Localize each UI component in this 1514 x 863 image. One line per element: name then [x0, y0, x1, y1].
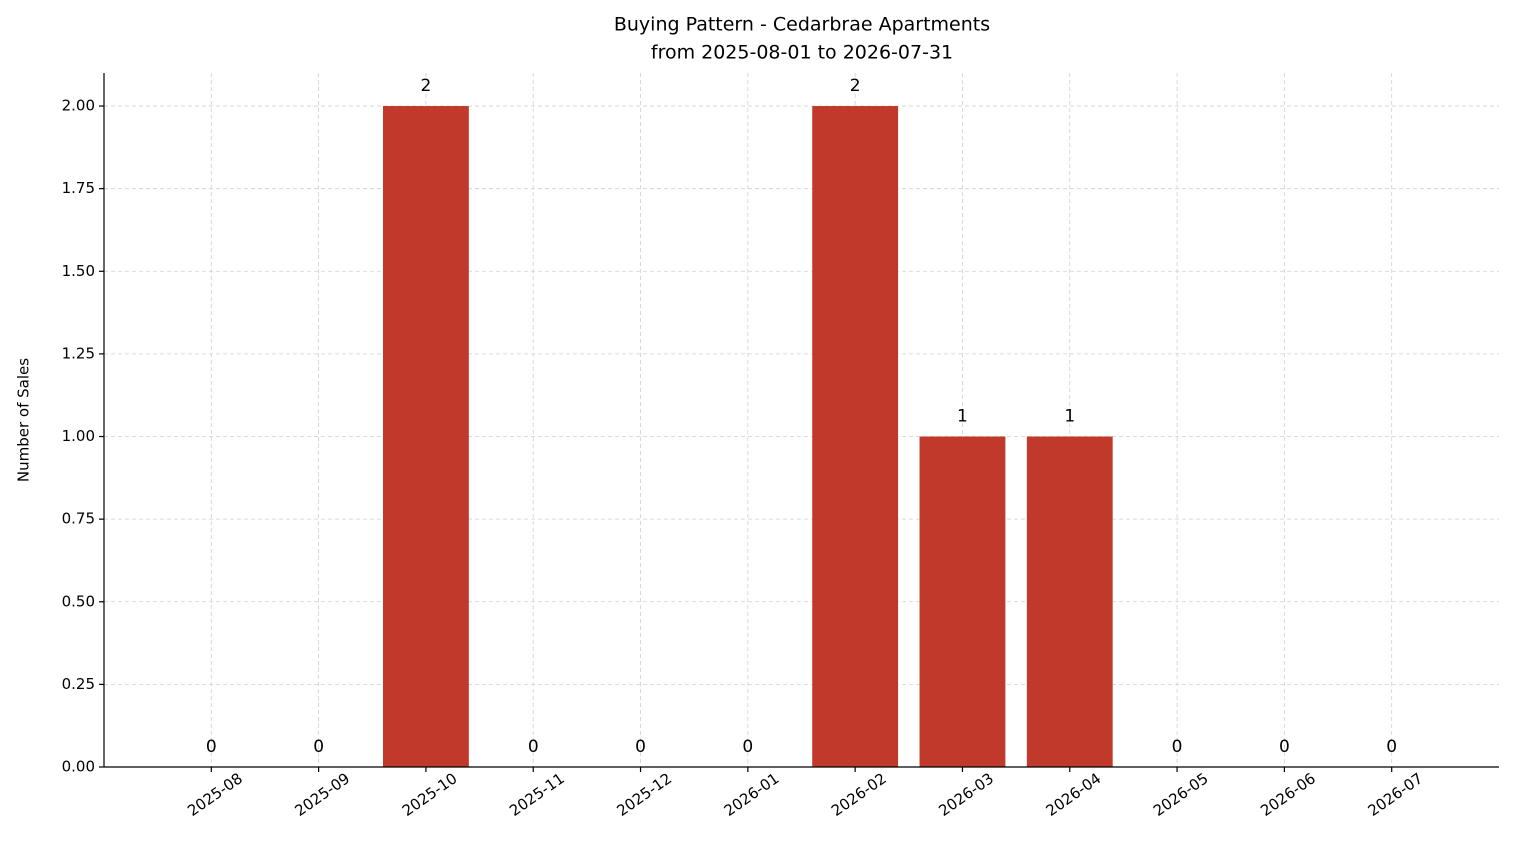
bar [1026, 436, 1113, 767]
value-label: 0 [1386, 737, 1397, 757]
y-tick-label: 0.00 [62, 758, 95, 776]
value-label: 0 [1172, 737, 1183, 757]
y-tick-label: 1.25 [62, 344, 95, 362]
chart-subtitle: from 2025-08-01 to 2026-07-31 [651, 42, 953, 64]
x-tick-label: 2026-01 [721, 769, 783, 820]
chart-title: Buying Pattern - Cedarbrae Apartments [614, 14, 990, 36]
value-label: 2 [850, 76, 861, 96]
value-label: 1 [957, 407, 968, 427]
value-label: 0 [528, 737, 539, 757]
x-tick-label: 2026-02 [828, 769, 890, 820]
x-tick-label: 2026-06 [1257, 769, 1319, 820]
value-label: 2 [421, 76, 432, 96]
value-label: 0 [206, 737, 217, 757]
y-axis-label: Number of Sales [15, 358, 33, 482]
x-tick-label: 2025-08 [184, 769, 246, 820]
x-tick-label: 2026-03 [935, 769, 997, 820]
y-tick-label: 1.00 [62, 427, 95, 445]
x-tick-label: 2025-12 [613, 769, 675, 820]
x-tick-label: 2025-11 [506, 769, 568, 820]
y-tick-label: 0.75 [62, 510, 95, 528]
bar [919, 436, 1006, 767]
value-label: 0 [1279, 737, 1290, 757]
y-tick-label: 0.25 [62, 675, 95, 693]
y-tick-label: 1.50 [62, 262, 95, 280]
bar [383, 106, 469, 768]
value-label: 0 [313, 737, 324, 757]
y-tick-label: 1.75 [62, 179, 95, 197]
x-tick-label: 2026-04 [1043, 769, 1105, 820]
x-tick-label: 2026-05 [1150, 769, 1212, 820]
bar [812, 106, 899, 768]
x-tick-label: 2025-09 [291, 769, 353, 820]
value-label: 0 [635, 737, 646, 757]
y-tick-label: 2.00 [62, 97, 95, 115]
value-label: 0 [742, 737, 753, 757]
y-tick-label: 0.50 [62, 592, 95, 610]
x-tick-label: 2026-07 [1365, 769, 1427, 820]
x-tick-label: 2025-10 [399, 769, 461, 820]
value-label: 1 [1064, 407, 1075, 427]
